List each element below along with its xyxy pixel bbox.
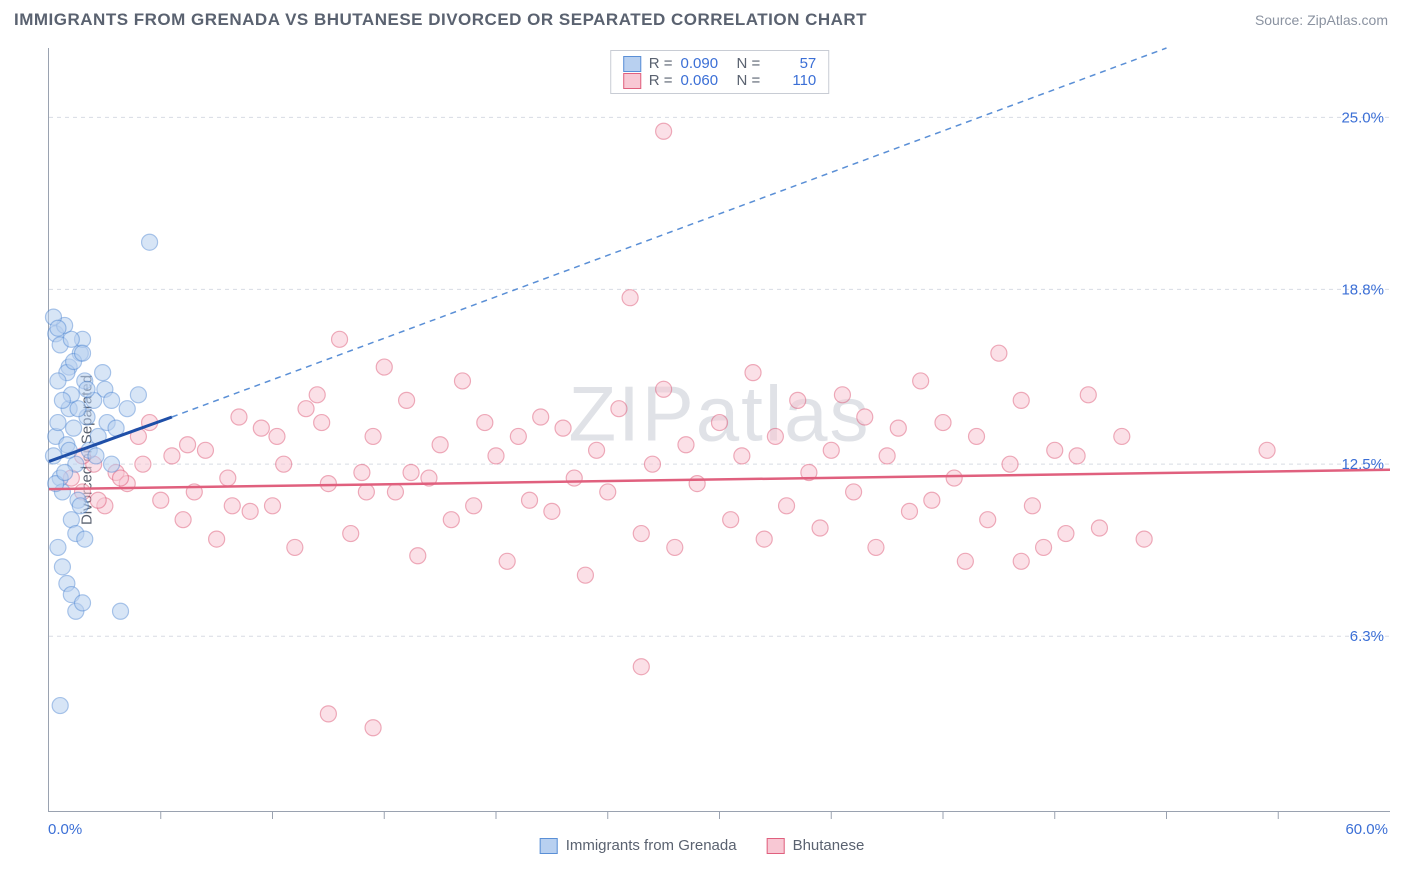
legend-row-bhutanese: R = 0.060 N = 110 — [623, 72, 817, 89]
chart-header: IMMIGRANTS FROM GRENADA VS BHUTANESE DIV… — [0, 0, 1406, 36]
svg-text:25.0%: 25.0% — [1341, 109, 1384, 126]
legend-row-grenada: R = 0.090 N = 57 — [623, 55, 817, 72]
legend-label-bhutanese: Bhutanese — [793, 837, 865, 854]
r-value-bhutanese: 0.060 — [681, 72, 729, 89]
swatch-grenada-icon — [540, 838, 558, 854]
swatch-bhutanese-icon — [767, 838, 785, 854]
plot-area: ZIPatlas 6.3%12.5%18.8%25.0% R = 0.090 N… — [48, 48, 1390, 812]
svg-text:18.8%: 18.8% — [1341, 281, 1384, 298]
correlation-legend: R = 0.090 N = 57 R = 0.060 N = 110 — [610, 50, 830, 94]
n-value-grenada: 57 — [768, 55, 816, 72]
swatch-bhutanese — [623, 73, 641, 89]
legend-item-bhutanese: Bhutanese — [767, 837, 865, 854]
svg-text:6.3%: 6.3% — [1350, 628, 1384, 645]
legend-item-grenada: Immigrants from Grenada — [540, 837, 737, 854]
chart-title: IMMIGRANTS FROM GRENADA VS BHUTANESE DIV… — [14, 10, 867, 30]
r-value-grenada: 0.090 — [681, 55, 729, 72]
source-attribution: Source: ZipAtlas.com — [1255, 12, 1388, 28]
swatch-grenada — [623, 56, 641, 72]
n-value-bhutanese: 110 — [768, 72, 816, 89]
x-axis-min-label: 0.0% — [48, 821, 82, 838]
chart-container: Divorced or Separated ZIPatlas 6.3%12.5%… — [14, 44, 1390, 856]
series-legend: Immigrants from Grenada Bhutanese — [540, 837, 865, 854]
scatter-svg: 6.3%12.5%18.8%25.0% — [49, 48, 1390, 811]
legend-label-grenada: Immigrants from Grenada — [566, 837, 737, 854]
x-axis-max-label: 60.0% — [1345, 821, 1388, 838]
